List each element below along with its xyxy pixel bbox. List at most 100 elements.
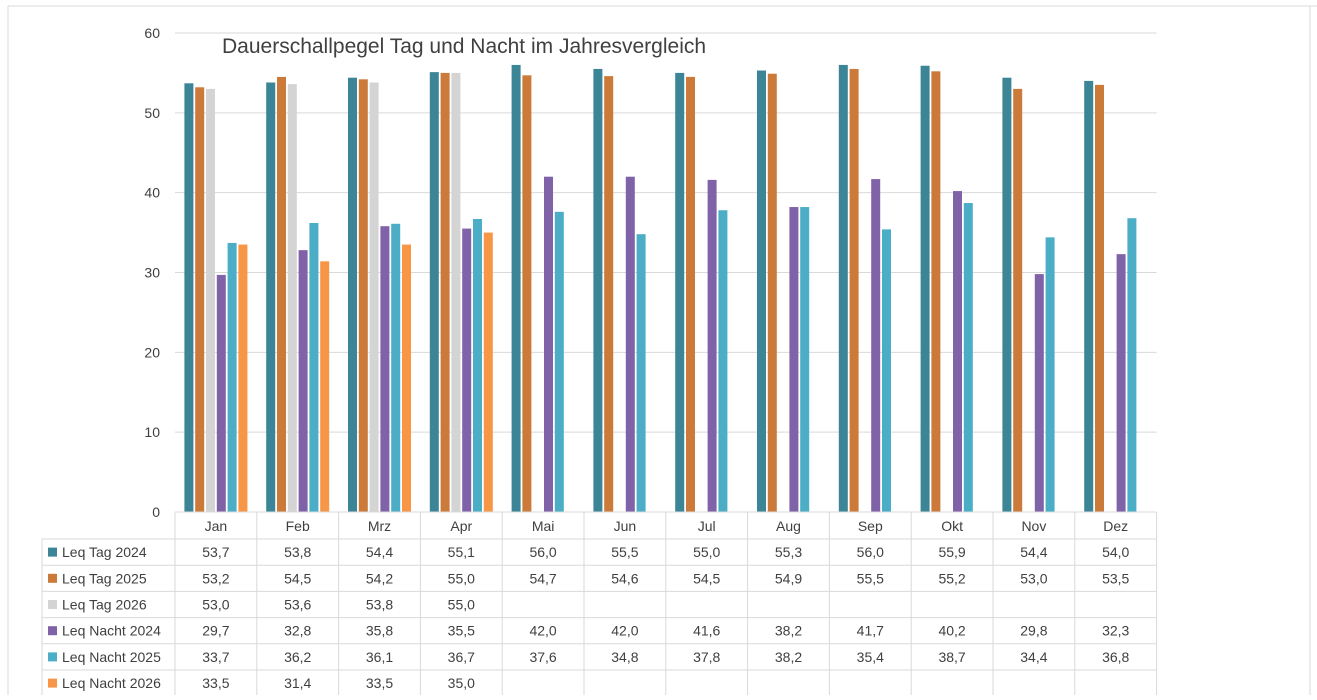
bar	[227, 242, 237, 512]
bar	[953, 191, 962, 512]
data-label: 35,4	[857, 649, 884, 665]
bar	[554, 211, 564, 512]
bar	[369, 82, 379, 512]
data-label: 35,5	[448, 623, 475, 639]
data-label: 29,7	[202, 623, 229, 639]
data-label: 55,0	[448, 570, 475, 586]
x-tick-label: Dez	[1103, 518, 1128, 534]
bar	[882, 229, 891, 512]
data-label: 35,0	[448, 675, 475, 691]
legend-label: Leq Tag 2024	[62, 544, 147, 560]
bar	[277, 76, 286, 513]
bar	[800, 207, 810, 512]
bar	[604, 76, 614, 513]
bar	[380, 226, 390, 513]
data-label: 36,7	[448, 649, 475, 665]
chart-title: Dauerschallpegel Tag und Nacht im Jahres…	[222, 35, 706, 58]
data-label: 36,8	[1102, 649, 1129, 665]
data-label: 36,2	[284, 649, 311, 665]
bar	[707, 179, 717, 513]
bar	[544, 176, 553, 512]
x-tick-label: Mrz	[368, 518, 391, 534]
legend-label: Leq Nacht 2024	[62, 623, 161, 639]
bar	[402, 244, 411, 512]
bar	[216, 274, 226, 512]
data-label: 55,2	[938, 570, 965, 586]
x-tick-label: Okt	[941, 518, 963, 534]
legend-swatch	[48, 652, 57, 662]
bar	[238, 244, 248, 512]
bar	[871, 179, 881, 512]
bar	[206, 88, 215, 512]
bar	[849, 68, 859, 513]
data-label: 56,0	[857, 544, 884, 560]
data-label: 55,0	[693, 544, 720, 560]
data-label: 54,5	[284, 570, 311, 586]
data-label: 32,8	[284, 623, 311, 639]
bar	[462, 228, 472, 512]
data-label: 29,8	[1020, 623, 1047, 639]
legend-swatch	[48, 678, 57, 688]
bar	[266, 82, 276, 512]
data-label: 37,6	[529, 649, 556, 665]
legend-label: Leq Tag 2025	[62, 570, 147, 586]
data-label: 54,6	[611, 570, 638, 586]
bar	[675, 72, 685, 513]
bar	[920, 65, 930, 513]
bar	[1084, 80, 1094, 513]
data-label: 31,4	[284, 675, 311, 691]
data-label: 54,2	[366, 570, 393, 586]
bar	[838, 64, 848, 512]
gridlines	[175, 32, 1157, 433]
bar	[451, 72, 461, 513]
y-tick-label: 50	[144, 105, 160, 121]
bar	[391, 223, 401, 512]
bar	[963, 203, 973, 513]
bar	[440, 72, 450, 513]
legend-label: Leq Nacht 2026	[62, 675, 161, 691]
bar	[483, 232, 493, 513]
bar	[1127, 218, 1137, 513]
bar	[718, 210, 728, 513]
legend-swatch	[48, 573, 57, 583]
data-label: 53,8	[366, 597, 393, 613]
data-label: 32,3	[1102, 623, 1129, 639]
data-label: 33,5	[366, 675, 393, 691]
data-label: 54,4	[1020, 544, 1047, 560]
data-label: 55,5	[611, 544, 638, 560]
legend-label: Leq Tag 2026	[62, 597, 147, 613]
data-label: 55,1	[448, 544, 475, 560]
bar	[358, 79, 368, 512]
y-tick-label: 60	[144, 25, 160, 41]
bar	[625, 176, 635, 512]
bar	[348, 77, 357, 512]
data-label: 34,8	[611, 649, 638, 665]
bar	[320, 261, 330, 512]
x-tick-label: Aug	[776, 518, 801, 534]
bar	[522, 75, 532, 512]
bar	[1002, 77, 1012, 512]
y-tick-label: 20	[144, 344, 160, 360]
data-label: 53,6	[284, 597, 311, 613]
data-label: 38,2	[775, 649, 802, 665]
data-label: 54,5	[693, 570, 720, 586]
bar	[298, 250, 308, 512]
data-label: 41,7	[857, 623, 884, 639]
bar	[1116, 254, 1126, 512]
data-label: 54,0	[1102, 544, 1129, 560]
bar	[184, 83, 194, 513]
legend-swatch	[48, 626, 57, 636]
data-label: 40,2	[938, 623, 965, 639]
data-label: 34,4	[1020, 649, 1047, 665]
data-label: 53,8	[284, 544, 311, 560]
data-label: 55,3	[775, 544, 802, 560]
y-tick-label: 30	[144, 265, 160, 281]
x-tick-label: Apr	[450, 518, 472, 534]
data-label: 33,5	[202, 675, 229, 691]
data-label: 38,2	[775, 623, 802, 639]
bar	[1095, 84, 1104, 513]
data-label: 53,7	[202, 544, 229, 560]
data-label: 33,7	[202, 649, 229, 665]
y-tick-label: 10	[144, 424, 160, 440]
